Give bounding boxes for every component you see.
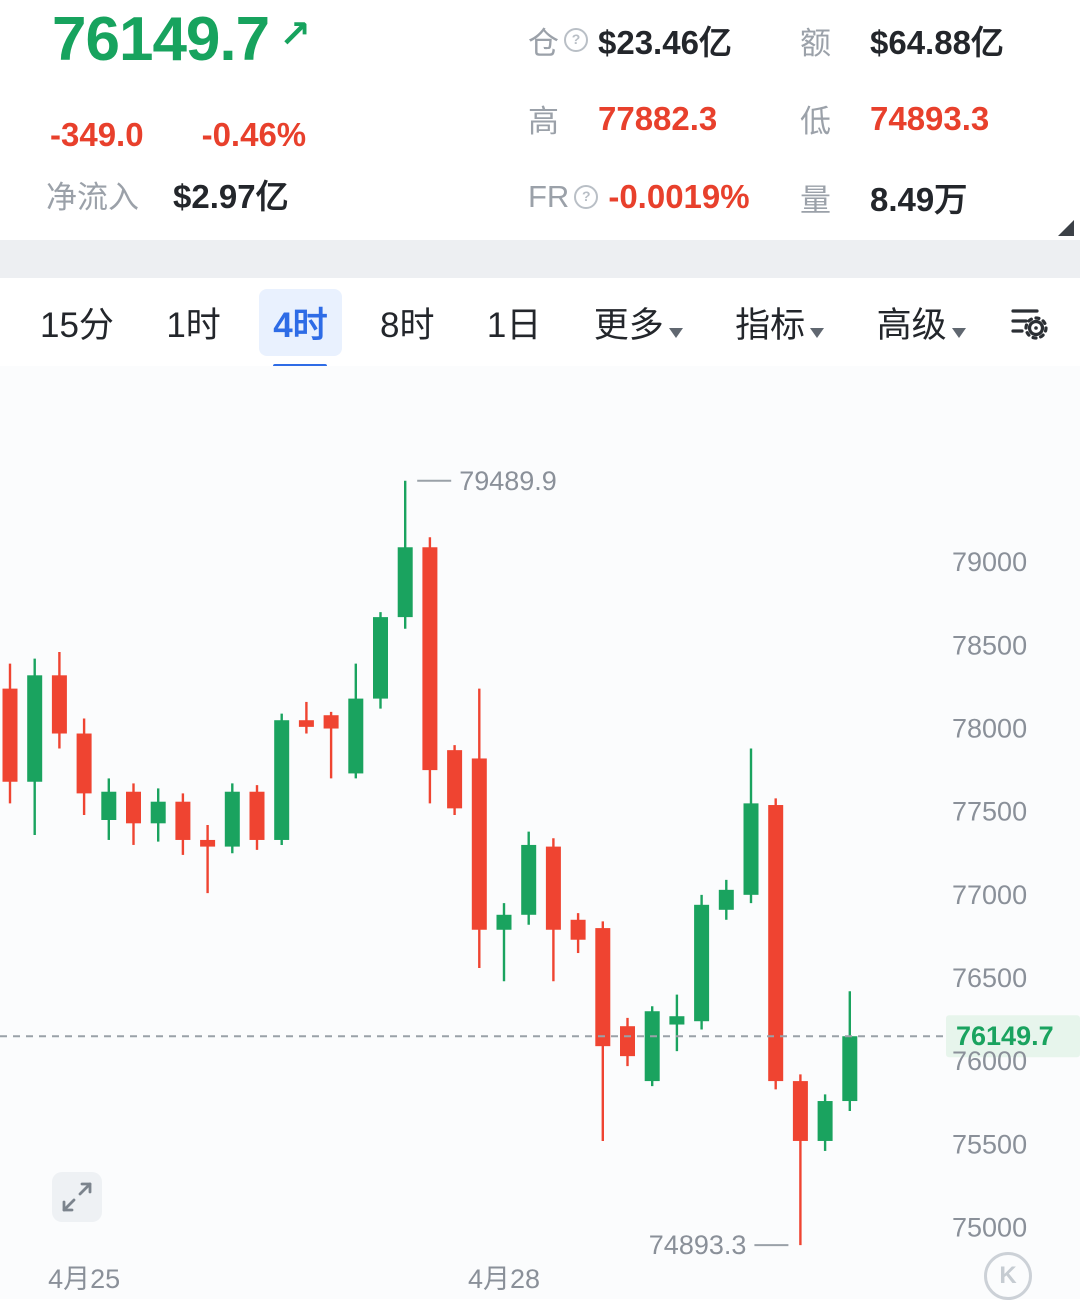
svg-text:79000: 79000 — [952, 547, 1027, 577]
stat-label-text: 量 — [800, 182, 831, 218]
chart-settings-icon[interactable] — [1004, 297, 1054, 347]
tab-label: 高级 — [876, 305, 947, 345]
price-change: -349.0 — [50, 116, 144, 153]
help-icon[interactable]: ? — [564, 28, 588, 52]
price-change-row: -349.0 -0.46% — [50, 116, 306, 154]
stat-label-text: 仓 — [528, 25, 559, 61]
tab-8h[interactable]: 8时 — [366, 289, 448, 356]
stat-value: -0.0019% — [608, 178, 750, 215]
netflow-row: 净流入 $2.97亿 — [46, 170, 289, 218]
tab-more[interactable]: 更多 — [580, 289, 697, 356]
stat-label: FR ? — [528, 179, 599, 215]
tab-label: 1日 — [486, 305, 542, 345]
price-row: 76149.7 ↗ — [52, 4, 311, 75]
watermark-k: K — [984, 1252, 1032, 1300]
candlestick-chart[interactable]: 76149.7 79000 78500 78000 77500 77000 76500 760… — [0, 366, 1080, 1299]
stat-value: 74893.3 — [870, 99, 990, 137]
collapse-corner-icon[interactable] — [1058, 220, 1074, 236]
stat-label: 仓 ? — [528, 18, 588, 63]
dropdown-caret-icon — [951, 328, 966, 338]
quote-header: 76149.7 ↗ -349.0 -0.46% 净流入 $2.97亿 仓 ? $… — [0, 0, 1080, 240]
tab-label: 更多 — [593, 305, 664, 345]
stat-label-text: 低 — [800, 104, 831, 139]
price-change-percent: -0.46% — [201, 116, 307, 153]
tab-label: 15分 — [40, 305, 114, 345]
stat-value: $64.88亿 — [870, 24, 1004, 61]
dropdown-caret-icon — [668, 328, 683, 338]
svg-text:4月25: 4月25 — [48, 1264, 120, 1294]
tab-advanced[interactable]: 高级 — [863, 289, 980, 356]
stat-label: 高 — [528, 96, 588, 141]
svg-text:75500: 75500 — [952, 1129, 1027, 1159]
tab-label: 4时 — [273, 305, 328, 345]
expand-arrows-icon — [62, 1182, 92, 1212]
svg-text:77000: 77000 — [952, 880, 1027, 910]
stat-label: 额 — [800, 18, 860, 63]
svg-text:75000: 75000 — [952, 1212, 1027, 1242]
timeframe-tabbar: 15分 1时 4时 8时 1日 更多 指标 高级 — [0, 278, 1080, 366]
stat-funding-rate: FR ? -0.0019% — [528, 173, 800, 221]
svg-text:76149.7: 76149.7 — [956, 1021, 1054, 1051]
stat-label-text: 额 — [800, 25, 831, 61]
stat-label-text: FR — [528, 179, 570, 214]
svg-text:79489.9: 79489.9 — [459, 466, 557, 496]
fullscreen-button[interactable] — [52, 1172, 102, 1222]
tab-1h[interactable]: 1时 — [152, 289, 234, 356]
stats-grid: 仓 ? $23.46亿 额 $64.88亿 高 77882.3 低 — [528, 16, 1064, 221]
tab-label: 1时 — [166, 305, 221, 345]
stat-position: 仓 ? $23.46亿 — [528, 16, 800, 64]
tab-label: 指标 — [735, 305, 806, 345]
tab-indicators[interactable]: 指标 — [721, 289, 838, 356]
current-price: 76149.7 — [52, 5, 270, 74]
stat-label-text: 高 — [528, 104, 559, 139]
tab-15min[interactable]: 15分 — [26, 289, 128, 356]
tab-label: 8时 — [380, 305, 435, 345]
stat-turnover: 额 $64.88亿 — [800, 16, 1064, 64]
watermark-letter: K — [999, 1262, 1017, 1289]
header-divider — [0, 240, 1080, 278]
svg-text:78000: 78000 — [952, 714, 1027, 744]
stat-high: 高 77882.3 — [528, 96, 800, 141]
trend-up-arrow-icon: ↗ — [279, 14, 311, 56]
netflow-label: 净流入 — [46, 180, 139, 215]
dropdown-caret-icon — [810, 328, 825, 338]
stat-value: $23.46亿 — [598, 24, 732, 61]
stat-low: 低 74893.3 — [800, 96, 1064, 141]
svg-text:77500: 77500 — [952, 797, 1027, 827]
svg-text:76000: 76000 — [952, 1046, 1027, 1076]
svg-text:4月28: 4月28 — [468, 1264, 540, 1294]
stat-label: 低 — [800, 96, 860, 141]
tab-4h[interactable]: 4时 — [259, 288, 342, 356]
stat-volume: 量 8.49万 — [800, 173, 1064, 221]
svg-text:78500: 78500 — [952, 630, 1027, 660]
tab-1d[interactable]: 1日 — [473, 289, 555, 356]
svg-text:76500: 76500 — [952, 963, 1027, 993]
stat-value: 8.49万 — [870, 181, 968, 218]
chart-area: 76149.7 79000 78500 78000 77500 77000 76500 760… — [0, 366, 1080, 1300]
stat-label: 量 — [800, 175, 860, 220]
stat-value: 77882.3 — [598, 99, 718, 137]
netflow-value: $2.97亿 — [173, 178, 289, 215]
svg-text:74893.3: 74893.3 — [649, 1230, 747, 1260]
help-icon[interactable]: ? — [574, 185, 599, 209]
